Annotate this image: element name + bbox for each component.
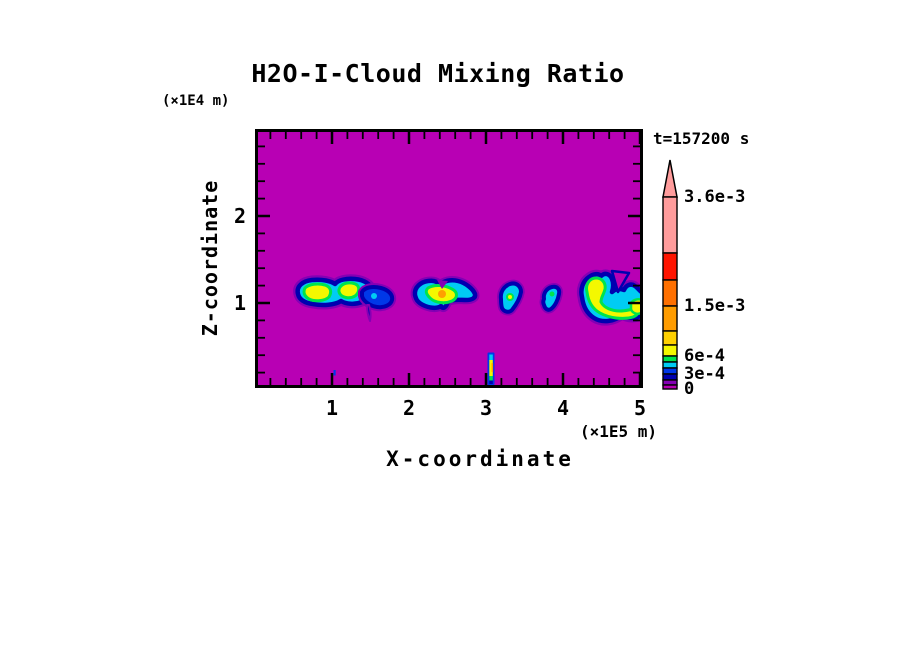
plot-background (255, 129, 643, 388)
colorbar-band-8 (662, 367, 678, 375)
colorbar-label-3.6e-3: 3.6e-3 (684, 187, 746, 207)
chart-title: H2O-I-Cloud Mixing Ratio (251, 59, 625, 88)
x-tick-label-5: 5 (633, 396, 647, 420)
x-tick-label-1: 1 (325, 396, 339, 420)
colorbar-label-zero: 0 (684, 379, 695, 399)
cloud-2-core (438, 290, 446, 298)
cloud-1-east-appendage-core (371, 293, 377, 299)
colorbar-band-11 (662, 384, 678, 390)
cloud-3 (497, 279, 525, 316)
cloud-1-east-appendage-contour (366, 304, 372, 322)
time-label: t=157200 s (653, 129, 750, 148)
colorbar-band-6 (662, 355, 678, 363)
colorbar-band-0 (662, 196, 678, 254)
cloud-5-east-large-contour (585, 276, 640, 320)
cloud-5-east-large-contour (610, 269, 631, 294)
colorbar-label-3e-4: 3e-4 (684, 364, 725, 384)
cloud-3-core (506, 293, 514, 301)
cloud-1-east-appendage (358, 283, 397, 322)
updraft-streak-band (489, 360, 493, 376)
colorbar-band-4 (662, 330, 678, 346)
colorbar-label-1.5e-3: 1.5e-3 (684, 296, 746, 316)
colorbar-label-6e-4: 6e-4 (684, 346, 725, 366)
updraft-streak (487, 352, 495, 385)
cloud-4-core (549, 291, 555, 297)
updraft-streak-band (491, 363, 494, 372)
updraft-streak-band (489, 380, 493, 384)
speck (333, 370, 336, 376)
cloud-4 (539, 283, 563, 314)
speck-band (333, 370, 336, 376)
colorbar-band-5 (662, 344, 678, 357)
colorbar-arrow-tip (662, 159, 678, 198)
updraft-streak-band (489, 354, 493, 361)
cloud-1-west-pair-contour (337, 281, 361, 300)
y-axis-unit-label: (×1E4 m) (162, 93, 230, 109)
cloud-2 (410, 275, 480, 313)
updraft-streak-band (489, 376, 493, 381)
cloud-2-contour (437, 280, 448, 289)
cloud-layer (293, 269, 641, 385)
colorbar-band-7 (662, 361, 678, 369)
colorbar-band-9 (662, 373, 678, 381)
colorbar-band-10 (662, 379, 678, 386)
cloud-4-contour (541, 284, 562, 312)
x-tick-label-2: 2 (402, 396, 416, 420)
colorbar-band-3 (662, 305, 678, 332)
axis-ticks (258, 132, 642, 385)
x-tick-label-4: 4 (556, 396, 570, 420)
y-tick-label-2: 2 (233, 204, 246, 228)
plot-frame (255, 129, 643, 388)
cloud-1-west-pair-contour (302, 282, 333, 303)
colorbar-band-1 (662, 252, 678, 281)
y-tick-label-1: 1 (233, 291, 246, 315)
colorbar-band-2 (662, 279, 678, 307)
x-tick-label-3: 3 (479, 396, 493, 420)
x-axis-unit-label: (×1E5 m) (579, 422, 657, 441)
colorbar (662, 159, 678, 390)
x-axis-title: X-coordinate (386, 447, 574, 471)
